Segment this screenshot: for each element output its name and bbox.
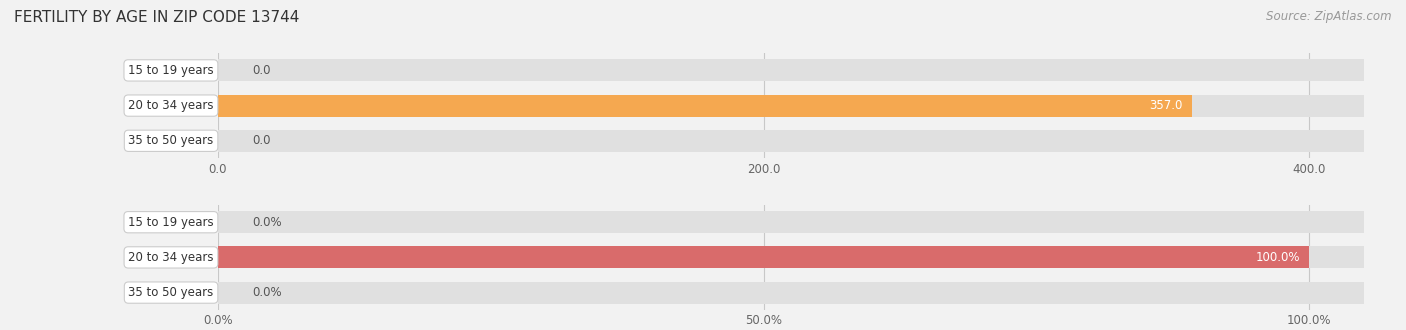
Text: Source: ZipAtlas.com: Source: ZipAtlas.com xyxy=(1267,10,1392,23)
Bar xyxy=(218,247,1364,268)
Bar xyxy=(218,211,1364,233)
Text: 0.0%: 0.0% xyxy=(252,286,283,299)
Text: 357.0: 357.0 xyxy=(1149,99,1182,112)
Bar xyxy=(218,95,1364,116)
Bar xyxy=(218,282,1364,304)
Bar xyxy=(218,59,1364,81)
Text: 20 to 34 years: 20 to 34 years xyxy=(128,251,214,264)
Text: 20 to 34 years: 20 to 34 years xyxy=(128,99,214,112)
Text: 15 to 19 years: 15 to 19 years xyxy=(128,64,214,77)
Bar xyxy=(218,247,1309,268)
Text: 100.0%: 100.0% xyxy=(1256,251,1301,264)
Text: 35 to 50 years: 35 to 50 years xyxy=(128,134,214,147)
Bar xyxy=(218,130,1364,152)
Text: 0.0%: 0.0% xyxy=(252,216,283,229)
Bar xyxy=(218,95,1192,116)
Text: 15 to 19 years: 15 to 19 years xyxy=(128,216,214,229)
Text: FERTILITY BY AGE IN ZIP CODE 13744: FERTILITY BY AGE IN ZIP CODE 13744 xyxy=(14,10,299,25)
Text: 0.0: 0.0 xyxy=(252,134,271,147)
Text: 35 to 50 years: 35 to 50 years xyxy=(128,286,214,299)
Text: 0.0: 0.0 xyxy=(252,64,271,77)
